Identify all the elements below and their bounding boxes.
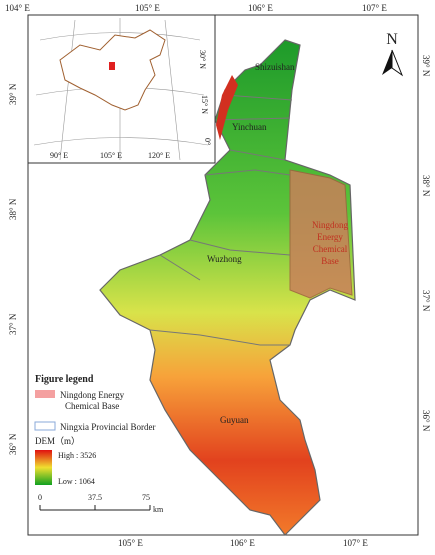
lat-label: 39° N — [421, 55, 431, 77]
legend-label: Chemical Base — [65, 401, 119, 411]
legend-title: Figure legend — [35, 374, 94, 385]
legend-high: High : 3526 — [58, 451, 96, 460]
inset-lat-label: 15° N — [200, 95, 209, 114]
lat-label: 37° N — [8, 313, 18, 335]
lat-label: 36° N — [8, 433, 18, 455]
lon-label: 106° E — [248, 3, 273, 13]
map-frame — [27, 14, 419, 536]
ningdong-base — [289, 169, 353, 299]
place-label: Shizuishan — [255, 62, 295, 72]
dem-color-bar — [35, 450, 52, 485]
legend-dem-title: DEM（m） — [35, 436, 80, 446]
inset-lat-label: 30° N — [198, 50, 207, 69]
scale-bar — [39, 505, 151, 511]
lat-label: 38° N — [421, 175, 431, 197]
place-label: Wuzhong — [207, 254, 242, 264]
legend-label: Ningxia Provincial Border — [60, 422, 155, 432]
lat-label: 36° N — [421, 410, 431, 432]
lon-label: 107° E — [343, 538, 368, 548]
legend-label: Ningdong Energy — [60, 390, 125, 400]
scale-label: 0 — [38, 493, 42, 502]
county-borders — [149, 94, 293, 346]
north-label: N — [386, 31, 398, 48]
inset-lon-label: 105° E — [100, 151, 122, 160]
place-label: Guyuan — [220, 415, 249, 425]
lat-label: 38° N — [8, 198, 18, 220]
lon-label: 106° E — [230, 538, 255, 548]
lat-label: 37° N — [421, 290, 431, 312]
scale-label: 37.5 — [88, 493, 102, 502]
lon-label: 107° E — [362, 3, 387, 13]
legend-swatch-base — [35, 390, 55, 398]
legend-swatch-border — [34, 421, 56, 431]
ningdong-label-line: Ningdong — [312, 220, 349, 230]
ningdong-label: Ningdong Energy Chemical Base — [312, 220, 349, 266]
inset — [27, 14, 216, 164]
scale-unit: km — [153, 505, 164, 514]
ningdong-label-line: Chemical — [313, 244, 348, 254]
ningxia-dem — [99, 39, 356, 536]
helan-mountain — [216, 75, 238, 140]
scale-label: 75 — [142, 493, 150, 502]
north-arrow — [382, 49, 404, 77]
lon-label: 104° E — [5, 3, 30, 13]
inset-lon-label: 90° E — [50, 151, 68, 160]
lat-label: 39° N — [8, 83, 18, 105]
ningdong-label-line: Base — [321, 256, 339, 266]
inset-lat-label: 0° — [203, 138, 212, 145]
place-label: Yinchuan — [232, 122, 267, 132]
inset-lon-label: 120° E — [148, 151, 170, 160]
legend-low: Low : 1064 — [58, 477, 95, 486]
lon-label: 105° E — [118, 538, 143, 548]
ningdong-label-line: Energy — [317, 232, 343, 242]
lon-label: 105° E — [135, 3, 160, 13]
